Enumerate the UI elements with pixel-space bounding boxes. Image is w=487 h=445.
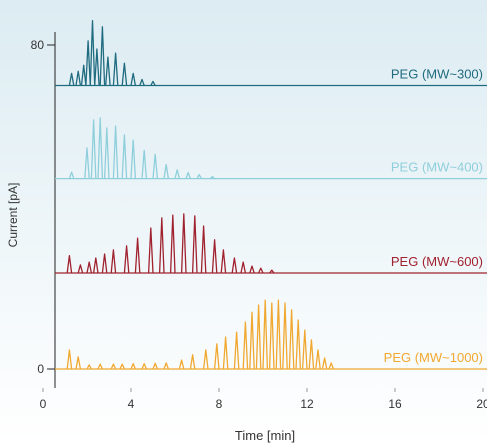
peak xyxy=(68,72,75,86)
peak xyxy=(282,302,288,370)
peak xyxy=(233,331,240,370)
peak xyxy=(163,362,170,370)
peak xyxy=(200,225,207,274)
peak xyxy=(209,175,216,180)
peak xyxy=(112,125,119,179)
peak xyxy=(110,249,117,274)
peak xyxy=(105,56,111,86)
peak xyxy=(84,147,90,179)
peak xyxy=(99,26,106,86)
x-tick-label: 20 xyxy=(476,397,487,411)
peak xyxy=(89,20,96,86)
peak xyxy=(110,363,117,370)
legend-label: PEG (MW~1000) xyxy=(384,350,483,365)
y-tick-label: 80 xyxy=(31,38,45,52)
peak xyxy=(288,309,295,370)
x-tick-label: 16 xyxy=(388,397,402,411)
peak xyxy=(178,359,185,370)
peak xyxy=(321,357,328,370)
peak xyxy=(86,261,93,274)
peak xyxy=(130,72,137,86)
peak xyxy=(150,80,156,86)
peak xyxy=(328,362,335,370)
y-axis-title: Current [pA] xyxy=(6,183,20,248)
peak xyxy=(123,245,130,274)
peak xyxy=(66,349,73,370)
peak xyxy=(275,299,282,370)
x-tick-label: 8 xyxy=(216,397,223,411)
peak xyxy=(152,153,159,179)
peak xyxy=(240,261,247,274)
peak xyxy=(301,329,308,370)
peak xyxy=(258,267,264,274)
peak xyxy=(295,319,302,370)
peak xyxy=(94,48,100,86)
peak xyxy=(269,269,275,274)
peak xyxy=(185,171,192,179)
peak xyxy=(80,64,87,86)
peak xyxy=(90,119,97,179)
x-tick-label: 12 xyxy=(300,397,314,411)
peak xyxy=(101,253,108,274)
peak xyxy=(255,304,262,370)
peak xyxy=(158,217,165,274)
legend-label: PEG (MW~400) xyxy=(391,160,483,175)
peak xyxy=(211,239,218,274)
peak xyxy=(249,265,255,274)
peak xyxy=(130,363,136,370)
peak xyxy=(152,362,159,370)
peak xyxy=(315,349,321,370)
peak xyxy=(196,173,202,179)
peak xyxy=(97,117,104,179)
peak xyxy=(119,363,125,370)
peak xyxy=(112,52,119,86)
peak xyxy=(75,70,82,86)
peak xyxy=(68,171,75,179)
peak xyxy=(85,40,91,86)
peak xyxy=(202,349,209,370)
peak xyxy=(147,227,154,274)
peak xyxy=(130,139,137,179)
peak xyxy=(308,339,315,370)
peak xyxy=(121,62,128,86)
peak xyxy=(86,364,92,370)
peak xyxy=(169,214,176,274)
legend-label: PEG (MW~600) xyxy=(391,254,483,269)
peak xyxy=(141,149,148,179)
peak xyxy=(213,343,220,370)
peak xyxy=(77,264,84,274)
peak xyxy=(231,257,238,274)
y-tick-label: 0 xyxy=(37,362,44,376)
peak xyxy=(191,215,198,274)
peak xyxy=(134,237,141,274)
peak xyxy=(141,363,147,370)
peak xyxy=(92,257,99,274)
x-axis-title: Time [min] xyxy=(235,428,295,443)
peak xyxy=(97,363,103,370)
peak xyxy=(268,302,275,370)
peak xyxy=(121,134,128,179)
peak xyxy=(163,163,170,179)
peak xyxy=(189,354,196,370)
peak xyxy=(66,254,73,274)
peak xyxy=(139,78,145,86)
peak xyxy=(220,249,227,274)
peak xyxy=(180,213,187,274)
legend-label: PEG (MW~300) xyxy=(391,67,483,82)
peak xyxy=(222,336,229,370)
peak xyxy=(103,127,110,179)
peak xyxy=(75,356,82,370)
peak xyxy=(174,169,181,179)
x-tick-label: 0 xyxy=(40,397,47,411)
peak xyxy=(262,299,269,370)
peak xyxy=(249,311,255,370)
peak xyxy=(242,321,249,370)
x-tick-label: 4 xyxy=(128,397,135,411)
